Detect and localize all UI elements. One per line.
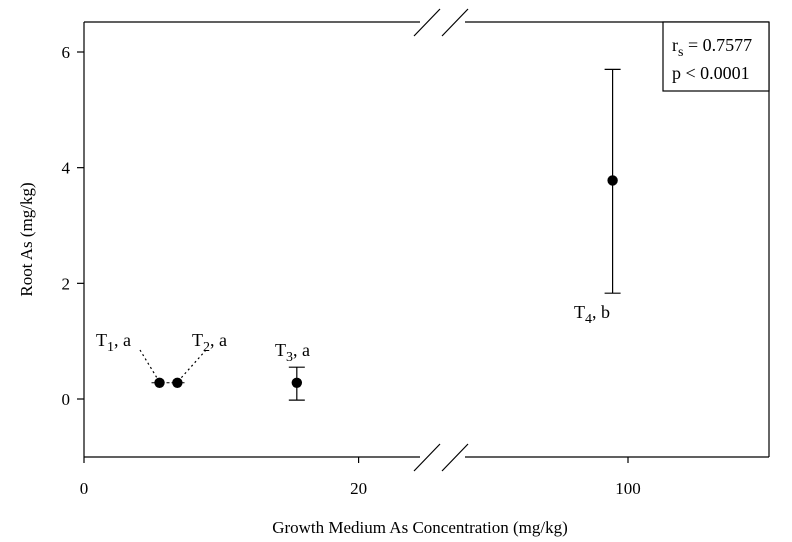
- y-tick-label: 4: [62, 159, 71, 178]
- y-axis-title: Root As (mg/kg): [17, 182, 36, 296]
- axis-break-mark-top-1: [413, 8, 441, 37]
- point-labels: T1, a T2, a T3, aT4, b: [96, 302, 610, 380]
- point-label-tail: , a: [293, 340, 310, 360]
- point-label-main: T: [574, 302, 585, 322]
- point-label-main: T: [96, 330, 107, 350]
- axes: 0 2 4 6 0 20 100 Growth Medium As Concentration…: [17, 8, 770, 537]
- stats-correlation: rs = 0.7577: [672, 35, 752, 60]
- point-label-subscript: 2: [203, 340, 210, 355]
- point-label-subscript: 4: [585, 312, 592, 327]
- point-label-main: T: [192, 330, 203, 350]
- stats-r-symbol: r: [672, 35, 678, 55]
- point-label-t4: T4, b: [574, 302, 610, 327]
- x-tick-label: 100: [615, 479, 641, 498]
- data-point: [607, 175, 618, 186]
- point-label-t3: T3, a: [275, 340, 310, 365]
- point-label-t1: T1, a: [96, 330, 131, 355]
- point-label-tail: , b: [592, 302, 610, 322]
- axis-break-mark-top-2: [441, 8, 469, 37]
- y-tick-label: 6: [62, 43, 71, 62]
- point-label-main: T: [275, 340, 286, 360]
- y-tick-label: 2: [62, 274, 71, 293]
- data-marks: [151, 68, 621, 401]
- x-axis-title: Growth Medium As Concentration (mg/kg): [272, 518, 568, 537]
- point-label-subscript: 1: [107, 340, 114, 355]
- point-label-tail: , a: [210, 330, 227, 350]
- label-leader-line: [139, 349, 159, 380]
- stats-box: rs = 0.7577 p < 0.0001: [662, 21, 770, 92]
- label-leader-line: [179, 349, 207, 380]
- stats-box-frame: [662, 21, 770, 92]
- axis-break-mark-bottom-2: [441, 443, 469, 472]
- data-point: [291, 377, 303, 389]
- x-tick-label: 20: [350, 479, 367, 498]
- y-tick-label: 0: [62, 390, 71, 409]
- stats-r-subscript: s: [678, 45, 683, 60]
- stats-r-value: = 0.7577: [683, 35, 752, 55]
- stats-p-value: p < 0.0001: [672, 63, 750, 83]
- x-tick-label: 0: [80, 479, 89, 498]
- axis-break-mark-bottom-1: [413, 443, 441, 472]
- point-label-tail: , a: [114, 330, 131, 350]
- point-label-t2: T2, a: [192, 330, 227, 355]
- point-label-subscript: 3: [286, 350, 293, 365]
